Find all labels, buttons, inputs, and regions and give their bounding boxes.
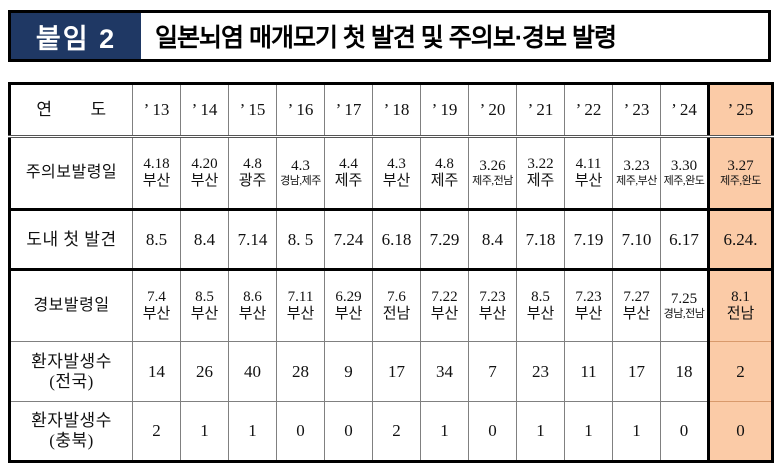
row-advisory-cell: 4.3 부산: [372, 136, 421, 210]
row-year-cell: ’ 20: [468, 83, 517, 138]
document-header: 붙임 2 일본뇌염 매개모기 첫 발견 및 주의보·경보 발령: [8, 10, 771, 62]
row-patients-national-cell: 11: [564, 341, 613, 402]
row-warning-cell: 7.23 부산: [468, 269, 517, 342]
row-patients-chungbuk-cell: 2: [372, 401, 421, 462]
row-warning-label: 경보발령일: [9, 269, 133, 342]
row-patients-national-cell: 26: [180, 341, 229, 402]
row-year-cell: ’ 14: [180, 83, 229, 138]
row-patients-national-cell: 28: [276, 341, 325, 402]
table-wrapper: 연 도’ 13’ 14’ 15’ 16’ 17’ 18’ 19’ 20’ 21’…: [8, 82, 774, 463]
row-first-detection-cell: 6.24.: [707, 208, 774, 271]
row-patients-chungbuk-cell: 0: [324, 401, 373, 462]
row-warning-cell: 7.27 부산: [612, 269, 661, 342]
row-first-detection-cell: 6.18: [372, 208, 421, 271]
row-patients-national-cell: 23: [516, 341, 565, 402]
row-patients-chungbuk-label: 환자발생수 (충북): [9, 401, 133, 462]
row-year-cell: ’ 24: [660, 83, 709, 138]
attachment-badge: 붙임 2: [11, 13, 141, 59]
row-warning-cell: 8.5 부산: [180, 269, 229, 342]
row-year-cell: ’ 25: [707, 83, 774, 138]
row-warning: 경보발령일 7.4 부산 8.5 부산 8.6 부산 7.11 부산 6.29 부산 7.6 전남 7.2…: [9, 269, 774, 342]
row-patients-chungbuk-cell: 0: [707, 401, 774, 462]
row-advisory: 주의보발령일 4.18 부산 4.20 부산 4.8 광주 4.3 경남,제주 4.4 제주 4.3 부…: [9, 136, 774, 210]
row-year-cell: ’ 22: [564, 83, 613, 138]
row-first-detection-cell: 7.24: [324, 208, 373, 271]
row-patients-chungbuk-cell: 1: [180, 401, 229, 462]
row-advisory-cell: 4.18 부산: [132, 136, 181, 210]
row-year-cell: ’ 23: [612, 83, 661, 138]
page-title: 일본뇌염 매개모기 첫 발견 및 주의보·경보 발령: [155, 24, 617, 52]
row-patients-chungbuk-cell: 0: [276, 401, 325, 462]
row-patients-national-cell: 40: [228, 341, 277, 402]
row-warning-cell: 7.22 부산: [420, 269, 469, 342]
row-patients-national-cell: 2: [707, 341, 774, 402]
row-first-detection-cell: 8. 5: [276, 208, 325, 271]
row-first-detection-cell: 7.29: [420, 208, 469, 271]
row-patients-chungbuk-cell: 2: [132, 401, 181, 462]
row-patients-chungbuk-cell: 0: [468, 401, 517, 462]
row-warning-cell: 6.29 부산: [324, 269, 373, 342]
row-advisory-cell: 3.30 제주,완도: [660, 136, 709, 210]
row-year-cell: ’ 19: [420, 83, 469, 138]
row-advisory-cell: 3.22 제주: [516, 136, 565, 210]
row-year-cell: ’ 17: [324, 83, 373, 138]
row-warning-cell: 8.6 부산: [228, 269, 277, 342]
row-first-detection-cell: 7.14: [228, 208, 277, 271]
row-year-cell: ’ 13: [132, 83, 181, 138]
row-patients-national-cell: 17: [612, 341, 661, 402]
row-advisory-cell: 3.23 제주,부산: [612, 136, 661, 210]
row-first-detection-cell: 8.4: [180, 208, 229, 271]
row-year-cell: ’ 15: [228, 83, 277, 138]
row-warning-cell: 7.6 전남: [372, 269, 421, 342]
row-patients-national-label: 환자발생수 (전국): [9, 341, 133, 402]
row-first-detection-label: 도내 첫 발견: [9, 208, 133, 271]
row-advisory-cell: 4.20 부산: [180, 136, 229, 210]
row-first-detection: 도내 첫 발견 8.5 8.4 7.14 8. 5 7.24 6.18 7.29 8.4 7.18…: [9, 208, 774, 271]
row-first-detection-cell: 6.17: [660, 208, 709, 271]
row-patients-chungbuk: 환자발생수 (충북) 2 1 1 0 0 2 1 0 1 1 1 0 0: [9, 401, 774, 462]
row-patients-national-cell: 34: [420, 341, 469, 402]
row-advisory-cell: 3.26 제주,전남: [468, 136, 517, 210]
row-patients-national-cell: 17: [372, 341, 421, 402]
row-first-detection-cell: 8.4: [468, 208, 517, 271]
row-patients-national-cell: 14: [132, 341, 181, 402]
row-patients-national: 환자발생수 (전국) 14 26 40 28 9 17 34 7 23 11 17 18 2: [9, 341, 774, 402]
row-first-detection-cell: 7.18: [516, 208, 565, 271]
row-advisory-cell: 4.8 제주: [420, 136, 469, 210]
row-advisory-cell: 3.27 제주,완도: [707, 136, 774, 210]
row-advisory-cell: 4.8 광주: [228, 136, 277, 210]
row-year-cell: ’ 21: [516, 83, 565, 138]
row-advisory-cell: 4.4 제주: [324, 136, 373, 210]
main-table: 연 도’ 13’ 14’ 15’ 16’ 17’ 18’ 19’ 20’ 21’…: [8, 82, 774, 463]
row-advisory-cell: 4.3 경남,제주: [276, 136, 325, 210]
row-warning-cell: 8.1 전남: [707, 269, 774, 342]
row-patients-chungbuk-cell: 1: [420, 401, 469, 462]
row-patients-national-cell: 7: [468, 341, 517, 402]
row-patients-chungbuk-cell: 1: [612, 401, 661, 462]
row-year-label: 연 도: [9, 83, 133, 138]
row-patients-chungbuk-cell: 1: [516, 401, 565, 462]
row-patients-chungbuk-cell: 1: [228, 401, 277, 462]
row-advisory-cell: 4.11 부산: [564, 136, 613, 210]
row-first-detection-cell: 8.5: [132, 208, 181, 271]
row-warning-cell: 7.4 부산: [132, 269, 181, 342]
row-warning-cell: 8.5 부산: [516, 269, 565, 342]
row-first-detection-cell: 7.19: [564, 208, 613, 271]
row-advisory-label: 주의보발령일: [9, 136, 133, 210]
row-year: 연 도’ 13’ 14’ 15’ 16’ 17’ 18’ 19’ 20’ 21’…: [9, 83, 774, 138]
row-patients-chungbuk-cell: 0: [660, 401, 709, 462]
row-year-cell: ’ 16: [276, 83, 325, 138]
row-patients-chungbuk-cell: 1: [564, 401, 613, 462]
row-year-cell: ’ 18: [372, 83, 421, 138]
row-warning-cell: 7.11 부산: [276, 269, 325, 342]
row-patients-national-cell: 18: [660, 341, 709, 402]
row-warning-cell: 7.25 경남,전남: [660, 269, 709, 342]
row-patients-national-cell: 9: [324, 341, 373, 402]
row-first-detection-cell: 7.10: [612, 208, 661, 271]
row-warning-cell: 7.23 부산: [564, 269, 613, 342]
